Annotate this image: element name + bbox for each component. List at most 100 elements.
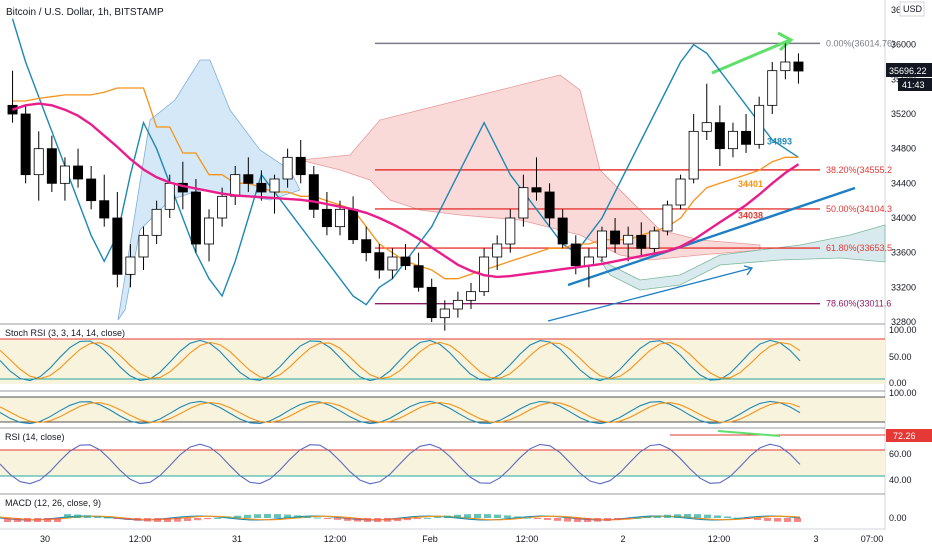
macd-histogram-bar <box>214 517 221 519</box>
fib-level-label: 61.80%(33653.5 <box>826 243 892 253</box>
price-tick-label: 36000 <box>891 40 916 50</box>
macd-histogram-bar <box>654 515 661 518</box>
time-tick-label: 2 <box>620 534 625 544</box>
macd-histogram-bar <box>244 514 251 518</box>
candle-up <box>125 256 136 275</box>
indicator-tick-label: 100.00 <box>889 388 917 398</box>
candle-up <box>675 178 686 206</box>
price-annotation: 34893 <box>767 137 792 147</box>
candle-up <box>505 217 516 245</box>
moving-average-line <box>12 102 800 279</box>
macd-histogram-bar <box>444 515 451 518</box>
macd-histogram-bar <box>14 518 21 522</box>
green-arrowhead <box>777 31 794 52</box>
macd-histogram-bar <box>4 518 11 522</box>
candle-up <box>439 308 450 319</box>
indicator-label: MACD (12, 26, close, 9) <box>5 498 101 508</box>
price-tick-label: 35200 <box>891 109 916 119</box>
fib-level-label: 0.00%(36014.76) <box>826 38 895 48</box>
macd-histogram-bar <box>414 518 421 520</box>
macd-histogram-bar <box>774 518 781 522</box>
candle-up <box>230 174 241 197</box>
macd-histogram-bar <box>764 518 771 521</box>
candle-up <box>138 234 149 258</box>
macd-histogram-bar <box>704 514 711 518</box>
macd-histogram-bar <box>314 517 321 519</box>
macd-histogram-bar <box>44 518 51 522</box>
macd-histogram-bar <box>304 516 311 518</box>
macd-histogram-bar <box>494 514 501 518</box>
candle-down <box>190 191 201 245</box>
price-annotation: 34401 <box>738 179 763 189</box>
macd-histogram-bar <box>594 518 601 522</box>
candle-up <box>282 156 293 180</box>
indicator-tick-label: 50.00 <box>889 352 912 362</box>
price-tick-label: 32800 <box>891 317 916 327</box>
indicator-label: RSI (14, close) <box>5 432 65 442</box>
time-tick-label: 12:00 <box>324 534 347 544</box>
macd-histogram-bar <box>724 516 731 518</box>
candle-up <box>466 291 476 301</box>
candle-up <box>269 178 280 193</box>
time-tick-label: 12:00 <box>516 534 539 544</box>
macd-histogram-bar <box>714 515 721 518</box>
macd-histogram-bar <box>84 515 91 518</box>
oscillator-d-line <box>0 341 801 380</box>
candle-up <box>623 234 634 245</box>
candle-up <box>662 204 673 232</box>
cloud-lower <box>598 224 886 291</box>
candle-up <box>688 130 699 180</box>
candle-down <box>46 148 57 184</box>
candle-down <box>374 252 385 271</box>
rsi-band <box>0 450 885 476</box>
macd-histogram-bar <box>754 518 761 520</box>
macd-histogram-bar <box>184 518 191 522</box>
candle-down <box>741 130 752 145</box>
oscillator-k-line <box>0 443 801 485</box>
indicator-tick-label: 60.00 <box>889 449 912 459</box>
macd-histogram-bar <box>744 518 751 519</box>
macd-histogram-bar <box>514 516 521 518</box>
macd-histogram-bar <box>64 514 71 518</box>
candle-up <box>727 130 738 150</box>
candle-up <box>335 208 345 228</box>
macd-histogram-bar <box>614 518 621 521</box>
macd-histogram-bar <box>604 518 611 522</box>
fib-level-label: 50.00%(34104.3 <box>826 204 892 214</box>
candle-up <box>387 256 398 271</box>
candle-down <box>361 239 372 254</box>
candle-down <box>348 208 359 241</box>
macd-histogram-bar <box>624 518 631 519</box>
candle-down <box>20 113 31 176</box>
candle-down <box>295 156 306 176</box>
time-tick-label: Feb <box>422 534 438 544</box>
macd-histogram-bar <box>434 516 441 518</box>
macd-histogram-bar <box>114 518 121 519</box>
macd-histogram-bar <box>134 518 141 521</box>
macd-histogram-bar <box>424 517 431 519</box>
candle-down <box>112 217 123 275</box>
green-arrow <box>711 38 791 75</box>
time-tick-label: 30 <box>40 534 50 544</box>
price-badge-value: 35696.22 <box>889 66 927 76</box>
macd-histogram-bar <box>224 516 231 518</box>
currency-box <box>899 1 925 17</box>
macd-histogram-bar <box>544 518 551 520</box>
candle-down <box>99 200 110 219</box>
stoch-band <box>0 397 885 422</box>
macd-histogram-bar <box>734 517 741 519</box>
trendline-arrow <box>547 267 753 322</box>
price-tick-label: 34000 <box>891 213 916 223</box>
fib-level-label: 78.60%(33011.6 <box>826 299 891 309</box>
time-tick-label: 12:00 <box>129 534 152 544</box>
candle-down <box>544 191 555 219</box>
macd-histogram-bar <box>794 518 801 522</box>
macd-histogram-bar <box>124 518 131 520</box>
price-tick-label: 33200 <box>891 282 916 292</box>
macd-histogram-bar <box>344 518 351 521</box>
candle-up <box>151 208 162 236</box>
candle-up <box>33 148 44 176</box>
countdown-badge <box>898 77 932 91</box>
macd-histogram-bar <box>164 518 171 522</box>
